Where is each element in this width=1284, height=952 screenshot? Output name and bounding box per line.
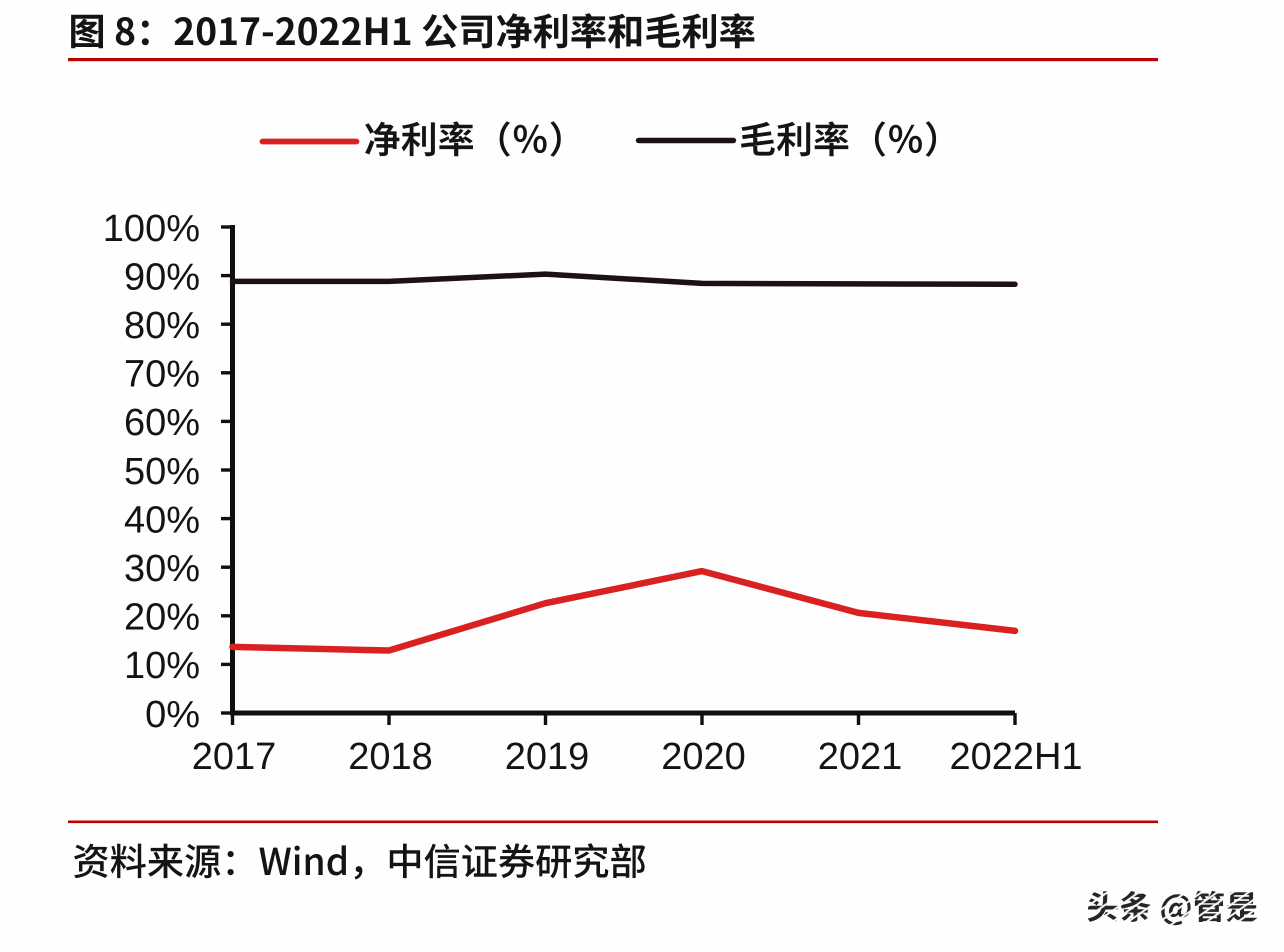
svg-text:70%: 70% — [124, 354, 200, 396]
svg-text:0%: 0% — [145, 694, 200, 736]
svg-text:10%: 10% — [124, 645, 200, 687]
svg-text:2019: 2019 — [505, 736, 590, 778]
svg-text:2018: 2018 — [348, 736, 433, 778]
svg-text:2021: 2021 — [818, 736, 903, 778]
svg-text:20%: 20% — [124, 597, 200, 639]
svg-text:2020: 2020 — [661, 736, 746, 778]
svg-text:50%: 50% — [124, 451, 200, 493]
svg-text:100%: 100% — [103, 208, 200, 250]
svg-text:30%: 30% — [124, 548, 200, 590]
svg-text:80%: 80% — [124, 305, 200, 347]
svg-text:40%: 40% — [124, 499, 200, 541]
svg-text:60%: 60% — [124, 402, 200, 444]
svg-text:90%: 90% — [124, 256, 200, 298]
svg-text:2022H1: 2022H1 — [949, 736, 1082, 778]
svg-text:2017: 2017 — [192, 736, 277, 778]
